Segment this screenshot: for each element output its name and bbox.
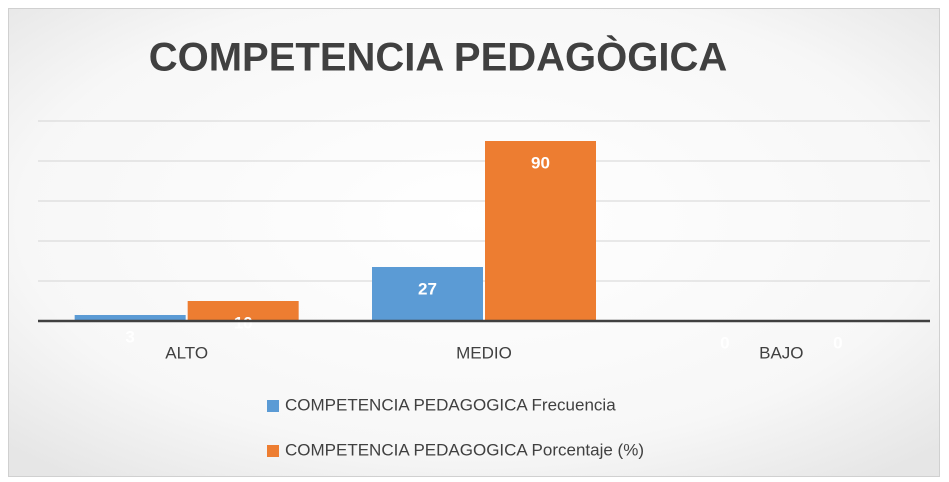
chart-background <box>8 8 940 477</box>
data-label: 3 <box>125 327 134 346</box>
legend-label: COMPETENCIA PEDAGOGICA Porcentaje (%) <box>285 440 644 459</box>
data-label: 90 <box>531 153 550 172</box>
legend-swatch <box>267 400 279 412</box>
data-label: 0 <box>720 333 729 352</box>
bar <box>485 141 596 321</box>
bar <box>372 267 483 321</box>
data-label: 10 <box>234 313 253 332</box>
chart-title: COMPETENCIA PEDAGÒGICA <box>149 34 728 80</box>
x-tick-label: ALTO <box>165 343 208 362</box>
bar <box>187 301 299 321</box>
bar <box>74 315 186 321</box>
data-label: 0 <box>833 333 842 352</box>
x-tick-label: MEDIO <box>456 343 512 362</box>
x-tick-label: BAJO <box>759 343 803 362</box>
legend-label: COMPETENCIA PEDAGOGICA Frecuencia <box>285 395 616 414</box>
legend-swatch <box>267 445 279 457</box>
data-label: 27 <box>418 279 437 298</box>
